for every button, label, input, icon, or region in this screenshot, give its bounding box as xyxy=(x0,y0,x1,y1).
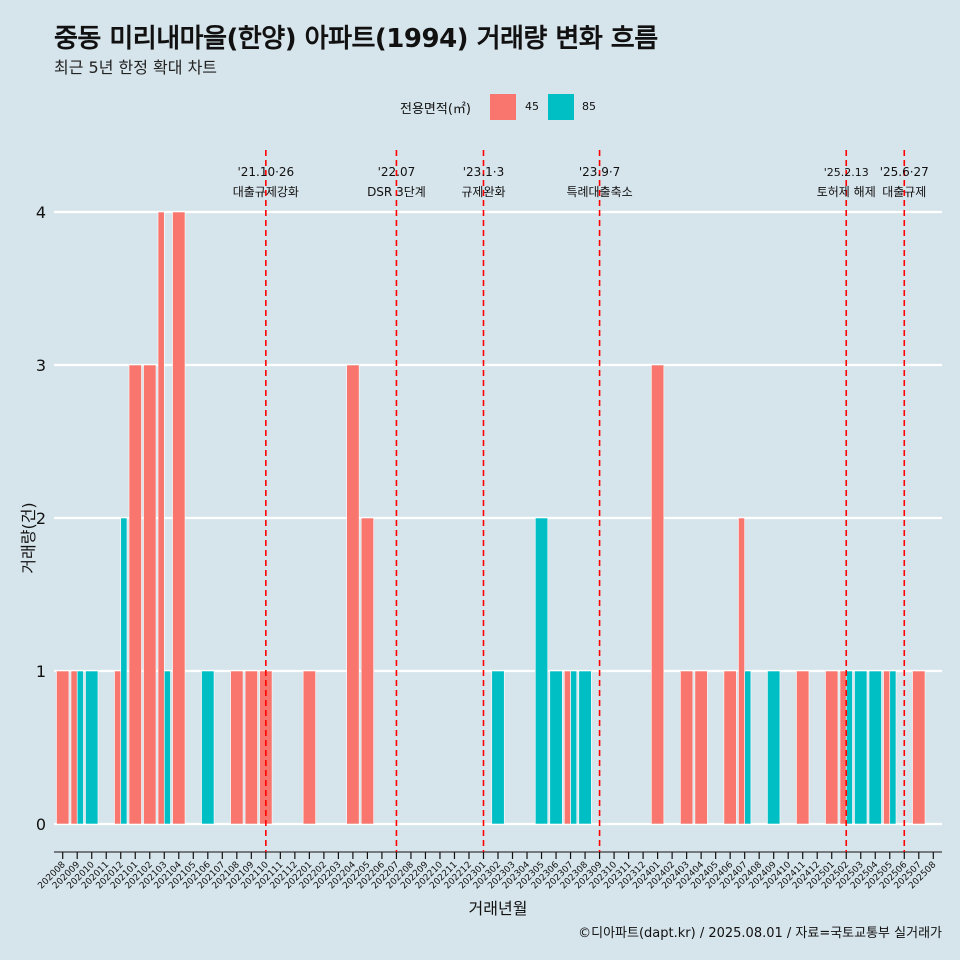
bar-85 xyxy=(120,517,128,825)
legend-label-85: 85 xyxy=(582,100,596,113)
annotation-label: 규제완화 xyxy=(461,185,505,199)
y-axis-title: 거래량(건) xyxy=(19,502,38,573)
x-axis-title: 거래년월 xyxy=(469,899,528,918)
bar-45 xyxy=(694,670,708,825)
annotation-date: '23.9·7 xyxy=(579,165,620,179)
bar-45 xyxy=(360,517,374,825)
legend-swatch-85 xyxy=(548,94,574,120)
bar-45 xyxy=(143,364,157,825)
y-tick-label: 2 xyxy=(36,509,46,528)
bar-85 xyxy=(868,670,882,825)
bar-45 xyxy=(302,670,316,825)
bar-45 xyxy=(157,211,165,825)
bar-45 xyxy=(172,211,186,825)
bar-85 xyxy=(201,670,215,825)
bar-85 xyxy=(85,670,99,825)
legend: 전용면적(㎡) 45 85 xyxy=(0,92,960,122)
bar-45 xyxy=(723,670,737,825)
bar-85 xyxy=(889,670,897,825)
bar-85 xyxy=(854,670,868,825)
legend-swatch-45 xyxy=(490,94,516,120)
annotation-label: 대출규제 xyxy=(882,185,926,199)
bar-85 xyxy=(534,517,549,825)
bar-85 xyxy=(578,670,592,825)
bar-85 xyxy=(744,670,752,825)
bar-85 xyxy=(767,670,781,825)
bar-45 xyxy=(680,670,694,825)
bar-45 xyxy=(70,670,78,825)
bar-45 xyxy=(912,670,926,825)
chart-subtitle: 최근 5년 한정 확대 차트 xyxy=(54,58,218,77)
bar-45 xyxy=(114,670,122,825)
annotation-label: DSR 3단계 xyxy=(367,185,426,199)
bar-85 xyxy=(549,670,563,825)
bar-85 xyxy=(570,670,578,825)
bar-45 xyxy=(883,670,891,825)
y-tick-label: 3 xyxy=(36,356,46,375)
legend-title: 전용면적(㎡) xyxy=(400,102,471,117)
annotation-date: '22.07 xyxy=(378,165,416,179)
bar-45 xyxy=(128,364,142,825)
bar-45 xyxy=(796,670,810,825)
annotation-date: '23.1·3 xyxy=(463,165,504,179)
bar-45 xyxy=(825,670,839,825)
bar-85 xyxy=(491,670,505,825)
annotation-date: '21.10·26 xyxy=(237,165,294,179)
bar-45 xyxy=(230,670,244,825)
bar-85 xyxy=(76,670,84,825)
annotation-label: 토허제 해제 xyxy=(817,185,876,199)
bar-45 xyxy=(738,517,745,825)
y-tick-label: 0 xyxy=(36,815,46,834)
caption: ©디아파트(dapt.kr) / 2025.08.01 / 자료=국토교통부 실… xyxy=(578,926,942,941)
bar-45 xyxy=(244,670,258,825)
annotation-label: 대출규제강화 xyxy=(233,185,299,199)
annotation-date: '25.2.13 xyxy=(824,166,869,179)
bar-45 xyxy=(56,670,70,825)
y-tick-label: 4 xyxy=(36,203,46,222)
y-tick-label: 1 xyxy=(36,662,46,681)
bar-45 xyxy=(564,670,571,825)
annotation-label: 특례대출축소 xyxy=(566,185,632,199)
chart-title: 중동 미리내마을(한양) 아파트(1994) 거래량 변화 흐름 xyxy=(54,24,658,54)
annotation-date: '25.6·27 xyxy=(880,165,929,179)
bar-45 xyxy=(651,364,665,825)
bar-45 xyxy=(346,364,360,825)
legend-label-45: 45 xyxy=(525,100,539,113)
bar-45 xyxy=(839,670,847,825)
bar-85 xyxy=(845,670,853,825)
bar-85 xyxy=(163,670,171,825)
